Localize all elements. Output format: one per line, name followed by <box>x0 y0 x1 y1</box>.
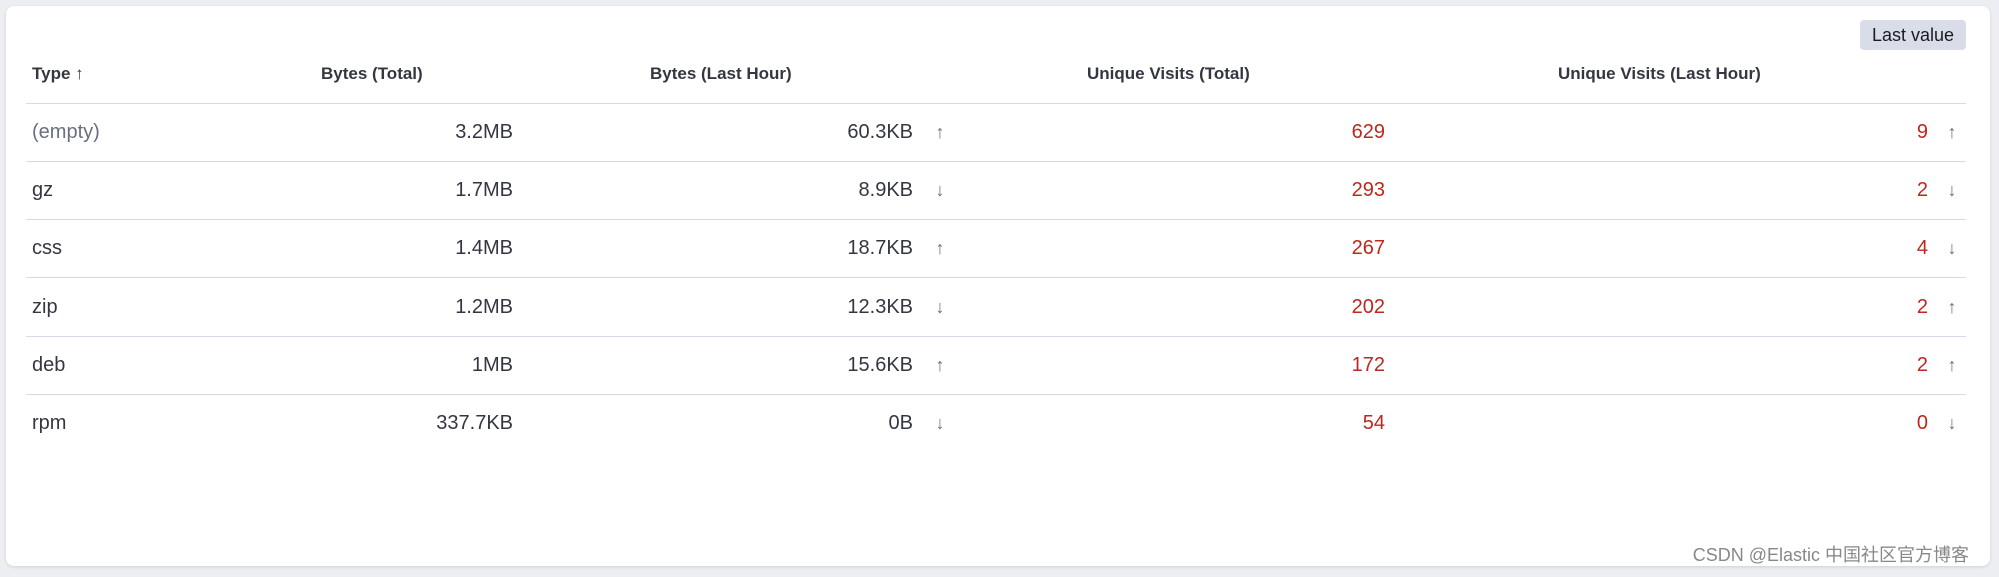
cell-unique-visits-last-hour: 0 <box>1916 412 1928 434</box>
header-divider <box>26 103 1966 104</box>
watermark: CSDN @Elastic 中国社区官方博客 <box>1692 545 1969 565</box>
cell-unique-visits-total: 202 <box>1351 295 1385 318</box>
trend-arrow-down-icon: ↓ <box>1947 238 1957 259</box>
trend-arrow-up-icon: ↑ <box>935 354 945 375</box>
cell-bytes-total: 1MB <box>471 353 513 376</box>
sort-arrow-up-icon: ↑ <box>75 64 84 83</box>
cell-unique-visits-last-hour: 2 <box>1916 295 1928 318</box>
trend-arrow-down-icon: ↓ <box>935 413 945 433</box>
cell-unique-visits-total: 293 <box>1351 179 1385 202</box>
cell-type: zip <box>32 295 58 318</box>
trend-arrow-up-icon: ↑ <box>935 238 945 259</box>
cell-type: css <box>32 237 62 260</box>
cell-bytes-last-hour: 0B <box>888 412 913 434</box>
trend-arrow-down-icon: ↓ <box>1947 413 1957 433</box>
row-divider <box>26 393 1966 395</box>
row-divider <box>26 335 1966 337</box>
header-bytes-total[interactable]: Bytes (Total) <box>321 64 423 83</box>
trend-arrow-up-icon: ↑ <box>935 122 945 142</box>
table-panel <box>6 6 1990 566</box>
cell-unique-visits-last-hour: 4 <box>1916 237 1928 260</box>
cell-unique-visits-last-hour: 9 <box>1916 121 1928 143</box>
cell-bytes-total: 1.2MB <box>455 295 513 318</box>
cell-bytes-last-hour: 15.6KB <box>847 353 913 376</box>
cell-bytes-last-hour: 18.7KB <box>847 237 913 260</box>
trend-arrow-down-icon: ↓ <box>935 180 945 201</box>
row-divider <box>26 219 1966 221</box>
last-value-badge[interactable]: Last value <box>1860 20 1966 50</box>
trend-arrow-down-icon: ↓ <box>1947 180 1957 201</box>
cell-unique-visits-total: 629 <box>1351 121 1385 143</box>
header-unique-visits-total[interactable]: Unique Visits (Total) <box>1087 64 1250 83</box>
cell-unique-visits-total: 267 <box>1351 237 1385 260</box>
trend-arrow-up-icon: ↑ <box>1947 354 1957 375</box>
cell-unique-visits-total: 172 <box>1351 353 1385 376</box>
header-unique-visits-last-hour[interactable]: Unique Visits (Last Hour) <box>1558 64 1761 83</box>
cell-type: gz <box>32 179 54 202</box>
trend-arrow-up-icon: ↑ <box>1947 122 1957 142</box>
cell-bytes-total: 1.4MB <box>455 237 513 260</box>
header-type[interactable]: Type ↑ <box>32 64 84 83</box>
trend-arrow-up-icon: ↑ <box>1947 296 1957 317</box>
row-divider <box>26 277 1966 279</box>
cell-bytes-last-hour: 60.3KB <box>847 121 913 143</box>
cell-unique-visits-last-hour: 2 <box>1916 353 1928 376</box>
cell-unique-visits-last-hour: 2 <box>1916 179 1928 202</box>
cell-bytes-last-hour: 12.3KB <box>847 295 913 318</box>
header-bytes-last-hour[interactable]: Bytes (Last Hour) <box>650 64 792 83</box>
cell-unique-visits-total: 54 <box>1362 412 1385 434</box>
cell-type: rpm <box>32 412 67 434</box>
cell-type: (empty) <box>32 121 100 143</box>
cell-bytes-total: 1.7MB <box>455 179 513 202</box>
cell-bytes-last-hour: 8.9KB <box>858 179 913 202</box>
row-divider <box>26 161 1966 162</box>
cell-bytes-total: 3.2MB <box>455 121 513 143</box>
cell-type: deb <box>32 353 66 376</box>
trend-arrow-down-icon: ↓ <box>935 296 945 317</box>
cell-bytes-total: 337.7KB <box>436 412 513 434</box>
